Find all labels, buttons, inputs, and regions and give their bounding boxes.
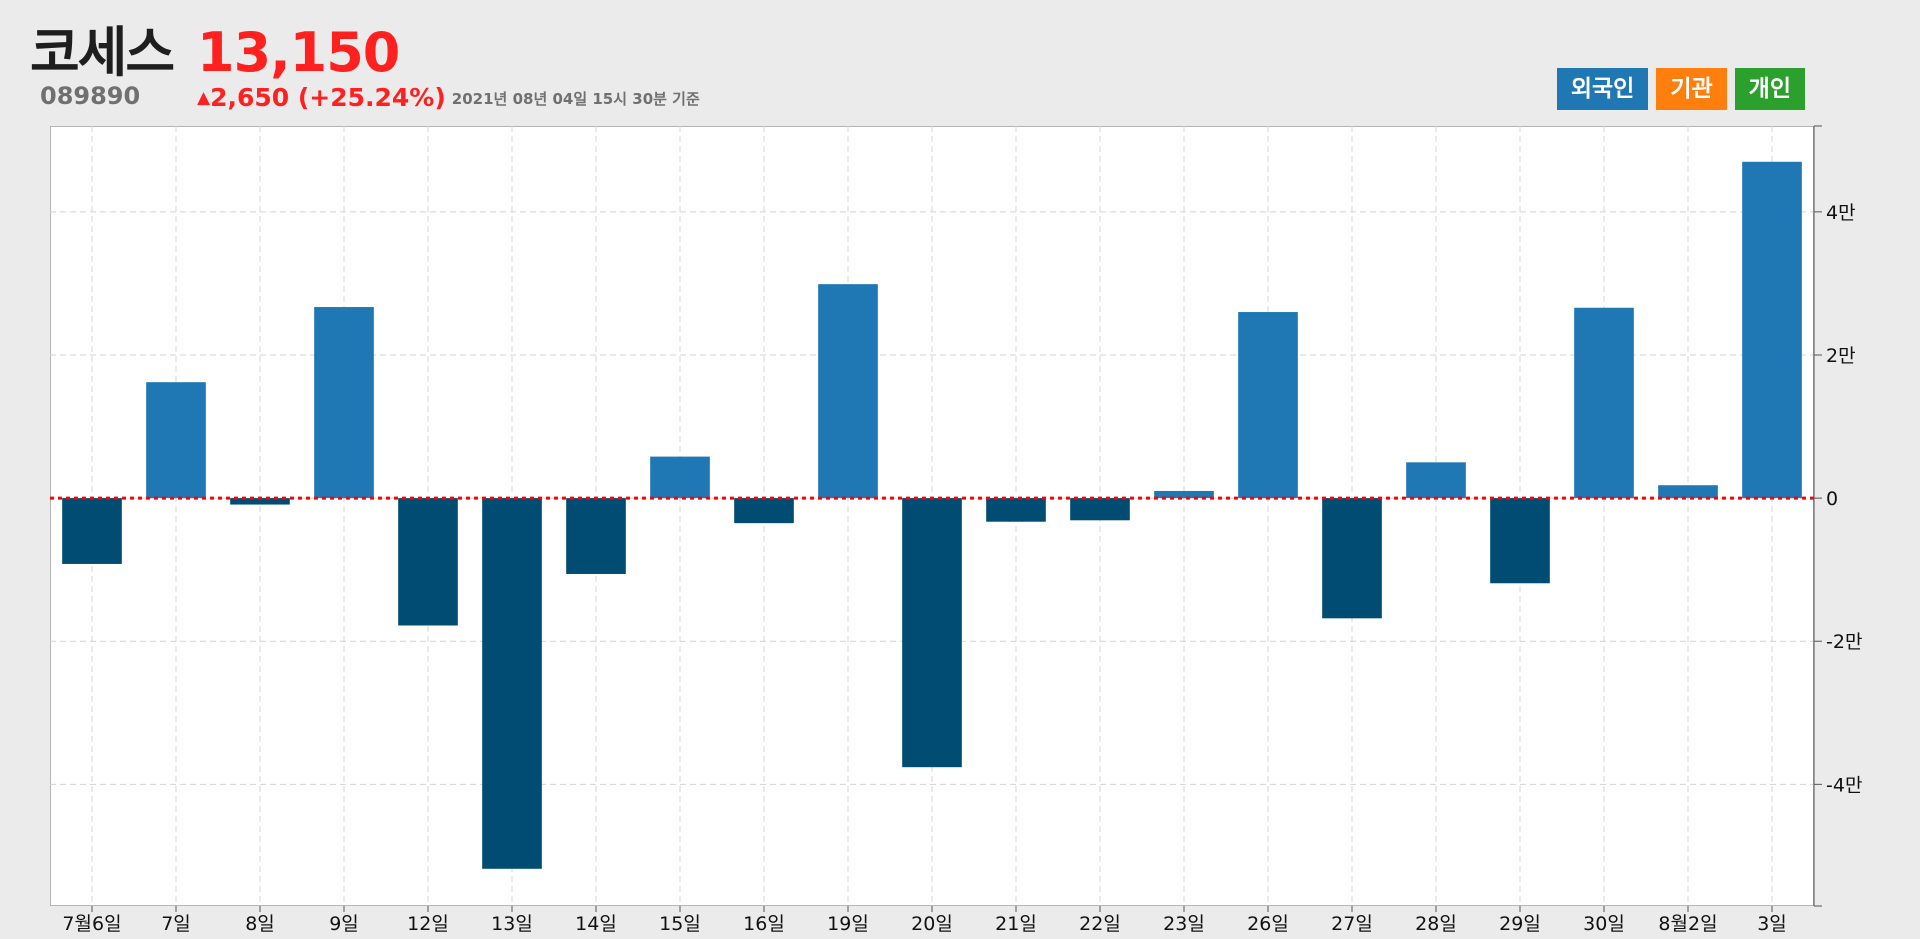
- x-tick-label: 7월6일: [62, 913, 121, 935]
- x-tick-label: 19일: [827, 913, 869, 935]
- up-triangle-icon: ▲: [197, 88, 211, 108]
- x-tick-label: 3일: [1757, 913, 1787, 935]
- x-tick-label: 14일: [575, 913, 617, 935]
- x-tick-label: 7일: [161, 913, 191, 935]
- bar-27일: [1322, 498, 1382, 619]
- bar-21일: [986, 498, 1046, 522]
- institution-investor-button[interactable]: 기관: [1656, 68, 1727, 110]
- x-tick-label: 16일: [743, 913, 785, 935]
- x-tick-label: 9일: [329, 913, 359, 935]
- price-change-value: 2,650 (+25.24%): [210, 83, 446, 112]
- foreign-investor-button[interactable]: 외국인: [1556, 68, 1649, 110]
- bar-30일: [1574, 307, 1634, 499]
- x-tick-label: 26일: [1247, 913, 1289, 935]
- bar-26일: [1238, 312, 1298, 499]
- y-tick-label: -2만: [1826, 631, 1862, 653]
- bar-7월6일: [62, 498, 122, 564]
- bar-15일: [650, 456, 710, 499]
- x-tick-label: 8월2일: [1658, 913, 1717, 935]
- bar-9일: [314, 307, 374, 499]
- bar-16일: [734, 498, 794, 524]
- bar-23일: [1154, 490, 1214, 499]
- x-tick-label: 29일: [1499, 913, 1541, 935]
- x-tick-label: 28일: [1415, 913, 1457, 935]
- bar-8일: [230, 498, 290, 505]
- bar-7일: [146, 382, 206, 499]
- stock-code: 089890: [40, 82, 141, 110]
- x-tick-label: 21일: [995, 913, 1037, 935]
- price-change: ▲2,650 (+25.24%) 2021년 08년 04일 15시 30분 기준: [197, 84, 700, 113]
- x-tick-label: 12일: [407, 913, 449, 935]
- bar-28일: [1406, 462, 1466, 499]
- bar-20일: [902, 498, 962, 768]
- bar-13일: [482, 498, 542, 869]
- x-tick-label: 22일: [1079, 913, 1121, 935]
- bar-8월2일: [1658, 485, 1718, 499]
- bar-14일: [566, 498, 626, 574]
- x-tick-label: 30일: [1583, 913, 1625, 935]
- x-tick-label: 20일: [911, 913, 953, 935]
- y-tick-label: 0: [1826, 488, 1838, 510]
- bar-22일: [1070, 498, 1130, 521]
- y-tick-label: 4만: [1826, 202, 1856, 224]
- stock-price: 13,150: [197, 21, 400, 84]
- x-tick-label: 23일: [1163, 913, 1205, 935]
- y-tick-label: 2만: [1826, 345, 1856, 367]
- x-tick-label: 13일: [491, 913, 533, 935]
- bar-3일: [1742, 161, 1802, 499]
- bar-29일: [1490, 498, 1550, 584]
- y-tick-label: -4만: [1826, 774, 1862, 796]
- stock-name: 코세스: [30, 21, 175, 84]
- x-tick-label: 15일: [659, 913, 701, 935]
- individual-investor-button[interactable]: 개인: [1734, 68, 1805, 110]
- as-of-timestamp: 2021년 08년 04일 15시 30분 기준: [451, 90, 700, 108]
- bar-19일: [818, 284, 878, 499]
- x-tick-label: 8일: [245, 913, 275, 935]
- investor-type-legend: 외국인 기관 개인: [1556, 68, 1805, 110]
- bar-12일: [398, 498, 458, 626]
- x-tick-label: 27일: [1331, 913, 1373, 935]
